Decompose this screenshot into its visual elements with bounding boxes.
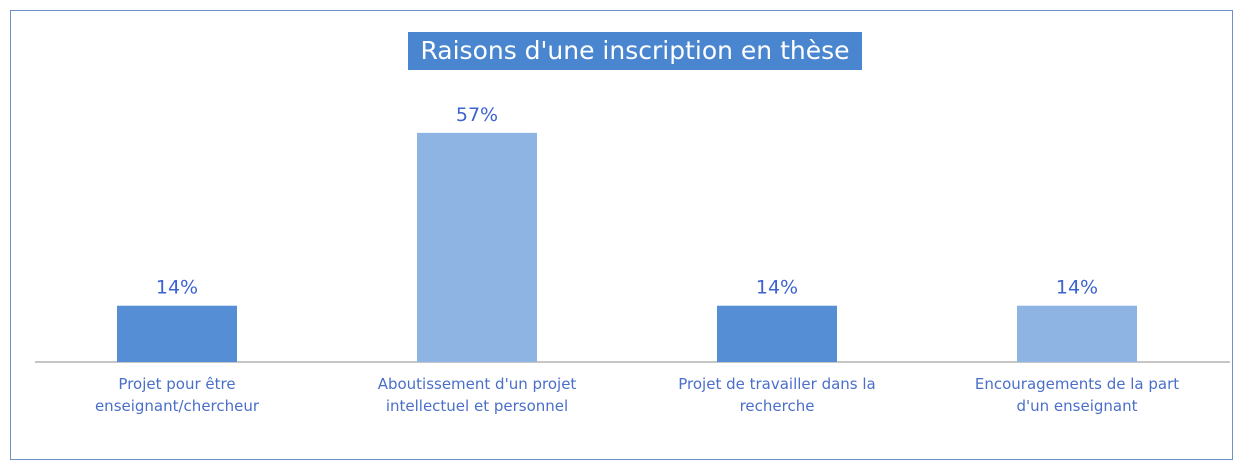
value-label: 14% xyxy=(1056,277,1098,299)
chart-frame xyxy=(10,10,1233,460)
bar xyxy=(1017,305,1137,362)
bar xyxy=(717,305,837,362)
bar xyxy=(417,132,537,362)
x-tick-label: Projet de travailler dans la recherche xyxy=(678,375,876,415)
x-tick-label: Encouragements de la part d'un enseignan… xyxy=(974,375,1180,415)
value-label: 14% xyxy=(156,277,198,299)
x-tick-label: Projet pour être enseignant/chercheur xyxy=(94,375,260,415)
bar xyxy=(117,305,237,362)
value-label: 14% xyxy=(756,277,798,299)
x-tick-label: Aboutissement d'un projet intellectuel e… xyxy=(377,375,577,415)
value-label: 57% xyxy=(456,104,498,126)
chart-title: Raisons d'une inscription en thèse xyxy=(408,32,862,70)
